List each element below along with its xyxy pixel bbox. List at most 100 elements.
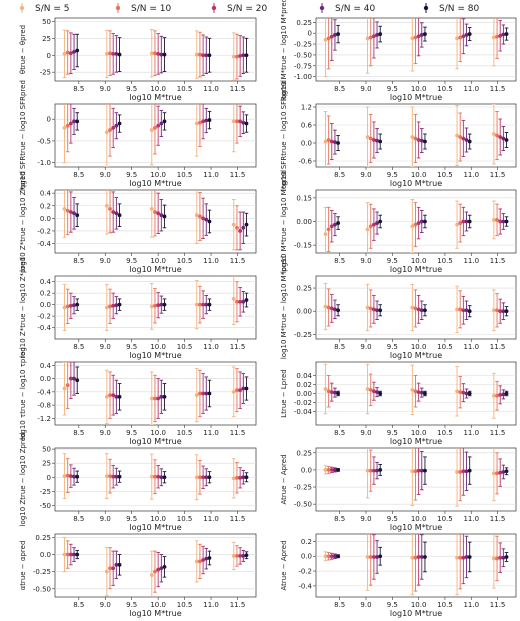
data-point [464, 555, 469, 559]
data-layer [62, 29, 249, 81]
x-tick-label: 9.5 [126, 515, 137, 523]
data-point [162, 302, 167, 307]
data-point [231, 297, 236, 301]
panel-right-4: -0.25 0.00 0.25 8.5 9.0 9.5 10.0 10.5 11.0 11.5 lo… [280, 256, 517, 360]
data-point [72, 552, 76, 557]
x-axis-label: log10 M*true [129, 265, 181, 274]
data-point [467, 139, 472, 144]
x-tick-label: 10.5 [177, 85, 193, 93]
x-axis-label: log10 M*true [129, 93, 181, 102]
data-point [108, 128, 112, 132]
data-point [149, 51, 154, 56]
data-point [501, 219, 506, 224]
data-point [458, 390, 463, 395]
data-point [378, 32, 383, 36]
x-tick-label: 10.5 [177, 343, 193, 351]
data-point [419, 390, 424, 395]
data-point [419, 308, 424, 313]
x-tick-label: 8.5 [73, 85, 84, 93]
data-point [72, 474, 76, 479]
data-point [204, 556, 209, 561]
data-point [455, 555, 459, 560]
y-tick-label: 0.0 [40, 301, 51, 309]
x-tick-label: 11.0 [203, 601, 219, 609]
y-tick-label: -0.2 [298, 568, 312, 576]
data-point [207, 118, 212, 122]
x-tick-label: 9.0 [360, 85, 371, 93]
data-point [326, 468, 331, 472]
data-point [111, 474, 116, 479]
y-tick-label: -0.75 [294, 62, 312, 70]
data-point [159, 52, 164, 57]
data-point [117, 474, 122, 479]
data-point [333, 390, 337, 395]
y-tick-label: -0.2 [37, 227, 51, 235]
data-point [65, 473, 70, 478]
data-point [159, 213, 164, 218]
data-point [423, 391, 427, 396]
data-point [413, 389, 418, 394]
y-axis-label: log10 M*true − log10 M*pred [280, 0, 288, 101]
data-point [108, 566, 112, 571]
data-point [423, 308, 427, 313]
data-point [326, 36, 331, 41]
x-tick-label: 11.5 [230, 515, 246, 523]
data-point [244, 553, 249, 558]
x-tick-label: 11.5 [230, 601, 246, 609]
data-point [467, 468, 472, 473]
data-point [467, 32, 472, 36]
data-point [238, 54, 243, 58]
data-point [461, 555, 466, 560]
panel-left-4: -0.4 -0.2 0.0 0.2 0.4 8.5 9.0 9.5 10.0 10.5 11.0 11… [19, 257, 257, 360]
data-point [329, 390, 334, 395]
plot-frame [54, 189, 257, 254]
data-point [68, 474, 73, 479]
data-point [62, 386, 67, 391]
y-tick-label: 0.25 [296, 449, 312, 457]
data-point [204, 475, 209, 480]
y-tick-label: -0.50 [294, 51, 312, 59]
data-point [108, 51, 112, 56]
y-tick-label: 0.25 [296, 19, 312, 27]
data-point [461, 136, 466, 141]
data-point [365, 555, 370, 559]
data-point [378, 554, 383, 559]
x-tick-label: 8.5 [334, 601, 345, 609]
data-point [375, 33, 379, 37]
y-tick-label: -25 [40, 69, 51, 77]
data-point [375, 138, 379, 143]
data-point [491, 35, 496, 40]
panel-right-1: -1.00 -0.75 -0.50 -0.25 0 0.25 8.5 9.0 9.5 10.0 10… [280, 0, 517, 102]
legend-entry: S/N = 20 [211, 3, 267, 14]
data-point [504, 469, 509, 474]
data-point [495, 308, 499, 313]
data-point [455, 307, 459, 312]
data-layer [323, 104, 509, 167]
data-point [467, 309, 472, 314]
data-point [498, 219, 503, 224]
x-tick-label: 11.0 [203, 343, 219, 351]
data-point [423, 555, 427, 559]
x-tick-label: 10.0 [411, 171, 427, 179]
x-tick-label: 11.5 [490, 343, 506, 351]
data-point [329, 306, 334, 311]
data-point [495, 556, 499, 561]
panel-left-6: -50 -25 0 25 50 8.5 9.0 9.5 10.0 10.5 11.0 11.5 log1… [19, 433, 257, 532]
data-point [504, 32, 509, 36]
data-point [198, 302, 202, 307]
x-tick-label: 11.5 [490, 257, 506, 265]
data-point [149, 304, 154, 309]
panel-left-2: -1.0 -0.5 0 8.5 9.0 9.5 10.0 10.5 11.0 11.5 log10 … [19, 80, 257, 191]
data-point [378, 139, 383, 144]
data-point [114, 474, 119, 479]
data-point [458, 307, 463, 312]
data-point [198, 214, 202, 219]
x-tick-label: 11.0 [463, 85, 479, 93]
x-tick-label: 10.5 [437, 601, 453, 609]
data-point [75, 474, 80, 479]
data-point [153, 569, 157, 574]
data-layer [62, 453, 249, 501]
data-point [207, 302, 212, 307]
data-point [368, 555, 373, 559]
data-point [458, 555, 463, 560]
